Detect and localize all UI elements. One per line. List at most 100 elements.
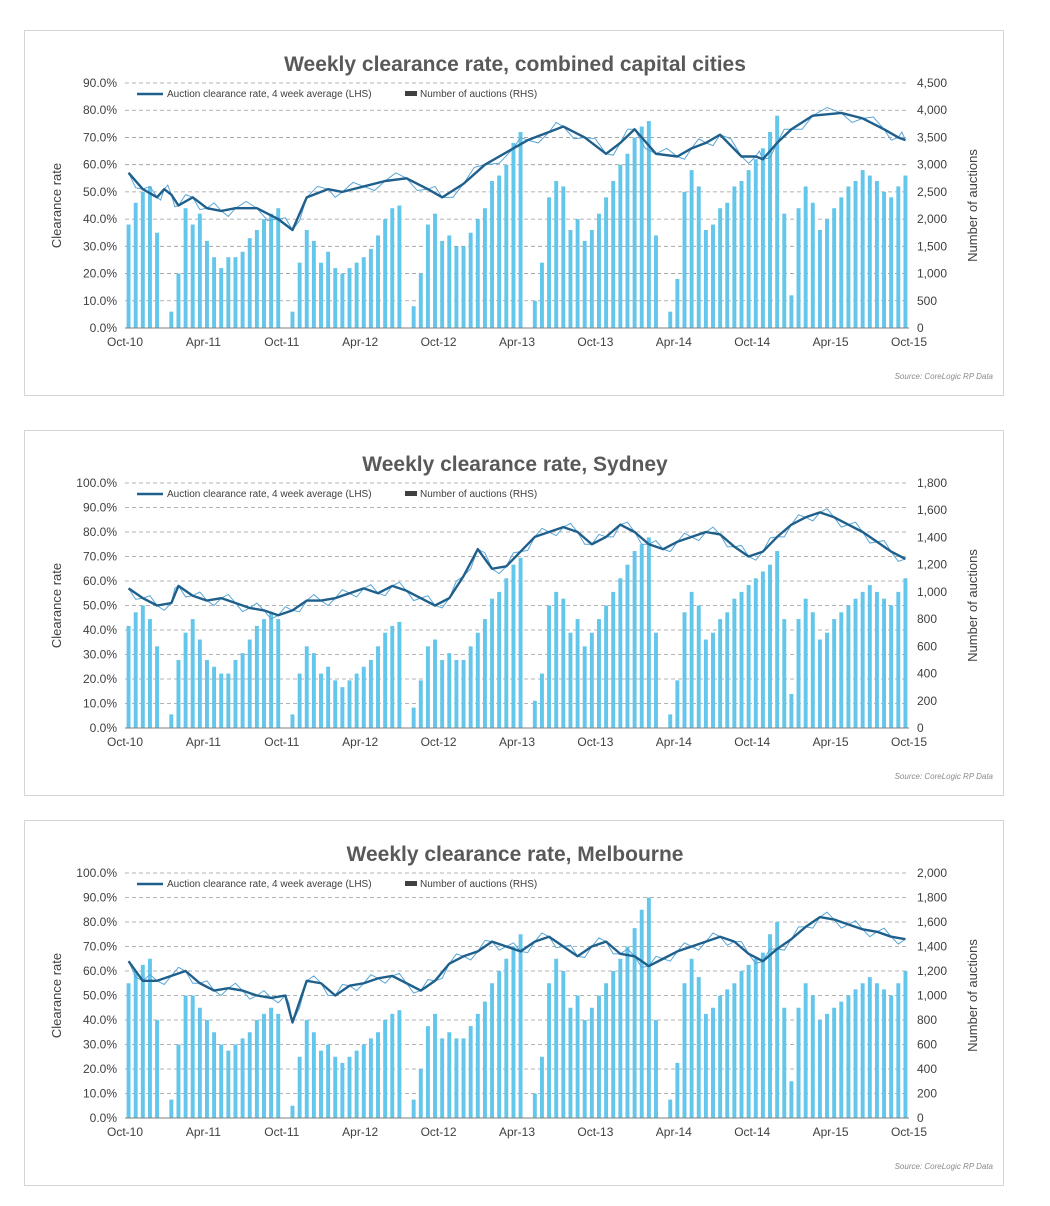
auction-bar [333,268,338,328]
auction-bar [618,164,623,328]
auction-bar [703,230,708,328]
auction-bar [276,1013,281,1118]
y2-tick-label: 1,400 [917,940,947,954]
auction-bar [611,181,616,328]
auction-bar [732,186,737,328]
auction-bar [782,619,787,728]
auction-bar [247,1032,252,1118]
auction-bar [326,251,331,328]
x-tick-label: Oct-14 [734,335,770,349]
auction-bar [760,571,765,728]
auction-bar [789,1081,794,1118]
auction-bar [561,186,566,328]
auction-bar [511,946,516,1118]
auction-bar [155,232,160,328]
auction-bar [390,625,395,728]
x-tick-label: Oct-15 [891,335,927,349]
auction-bar [511,564,516,728]
auction-bar [376,1032,380,1118]
auction-bar [682,191,687,328]
y-tick-label: 100.0% [76,866,117,880]
x-tick-label: Oct-12 [421,735,457,749]
auction-bar [190,224,195,328]
auction-bar [896,591,901,728]
auction-bar [290,311,295,328]
auction-bar [176,1044,181,1118]
auction-bar [454,1038,459,1118]
auction-bar [262,619,266,728]
auction-bar [782,213,787,328]
auction-bar [411,306,416,328]
auction-bar [254,1020,259,1118]
auction-bar [262,219,266,328]
auction-bar [254,625,259,728]
source-note: Source: CoreLogic RP Data [895,372,994,381]
auction-bar [803,983,808,1118]
auction-bar [654,1020,658,1118]
auction-bar [447,1032,452,1118]
y-tick-label: 0.0% [90,721,118,735]
auction-bar [383,632,388,728]
y2-tick-label: 1,800 [917,891,947,905]
auction-bar [867,175,872,328]
legend-bar-label: Number of auctions (RHS) [420,89,537,100]
y-tick-label: 100.0% [76,476,117,490]
auction-bar [269,213,274,328]
auction-bar [668,714,673,728]
auction-bar [418,1069,423,1118]
x-tick-label: Apr-11 [186,735,221,749]
chart-panel-sydney: Weekly clearance rate, Sydney 0.0% 10.0% 20… [24,430,1004,796]
auction-bar [297,262,302,328]
auction-bar [625,153,630,328]
x-tick-label: Oct-15 [891,1125,927,1139]
auction-bar [397,621,402,728]
chart-combined: Weekly clearance rate, combined capital … [49,53,994,381]
y-tick-label: 30.0% [83,648,117,662]
auction-bar [575,619,580,728]
auction-bar [368,659,373,728]
y2-tick-label: 1,800 [917,476,947,490]
auction-bar [205,1020,209,1118]
auction-bar [539,1056,544,1118]
auction-bar [625,564,630,728]
auction-bar [411,1099,416,1118]
auction-bar [547,983,552,1118]
auction-bar [846,186,851,328]
auction-bar [889,197,894,328]
auction-bar [433,639,437,728]
auction-bar [354,262,359,328]
auction-bar [354,1050,359,1118]
auction-bar [654,235,658,328]
auction-bar [126,983,131,1118]
chart-panel-melbourne: Weekly clearance rate, Melbourne 0.0% 10.0… [24,820,1004,1186]
auction-bar [155,646,160,728]
auction-bar [490,181,495,328]
auction-bar [547,605,552,728]
auction-bar [212,1032,217,1118]
auction-bar [219,673,224,728]
x-tick-label: Apr-14 [656,735,692,749]
auction-bar [126,224,131,328]
legend-bar-swatch [405,91,417,96]
auction-bar [233,1044,238,1118]
y2-tick-label: 4,500 [917,76,947,90]
chart-title: Weekly clearance rate, Sydney [362,453,668,476]
auction-bar [532,1093,537,1118]
auction-bar [311,1032,316,1118]
auction-bar [304,646,309,728]
auction-bar [711,632,715,728]
auction-bar [475,632,480,728]
auction-bar [147,958,152,1118]
y-tick-label: 70.0% [83,940,117,954]
y2-tick-label: 400 [917,1062,937,1076]
auction-bar [753,159,758,328]
auction-bar [155,1020,160,1118]
auction-bar [853,598,858,728]
auction-bar [205,240,209,328]
x-tick-label: Oct-13 [577,735,613,749]
auction-bar [675,1062,680,1118]
auction-bar [554,181,559,328]
auction-bar [853,181,858,328]
auction-bar [810,202,815,328]
auction-bar [126,625,131,728]
